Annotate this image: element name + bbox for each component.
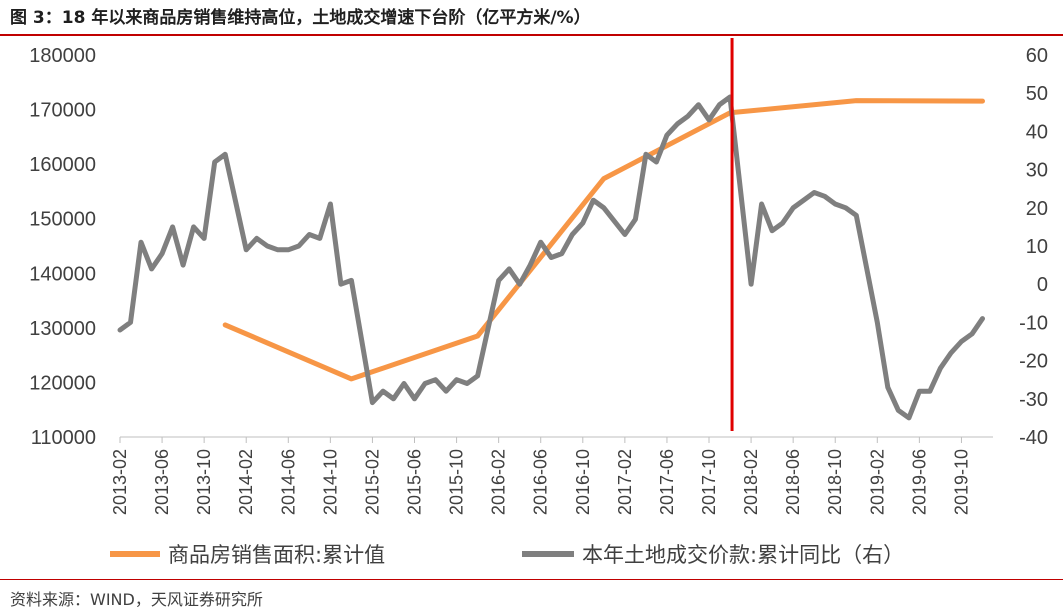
right-y-tick-label: 50 <box>1026 83 1048 105</box>
source-note: 资料来源：WIND，天风证券研究所 <box>10 590 263 609</box>
right-y-axis: 60 50 40 30 20 10 0 -10 -20 -30 -40 <box>1019 45 1048 449</box>
x-tick-label: 2017-02 <box>615 449 635 515</box>
x-tick-label: 2013-10 <box>194 449 214 515</box>
left-y-tick-label: 110000 <box>31 427 96 449</box>
right-y-tick-label: 0 <box>1037 274 1048 296</box>
right-y-tick-label: 10 <box>1026 236 1048 258</box>
x-tick-label: 2019-10 <box>951 449 971 515</box>
x-tick-label: 2016-02 <box>489 449 509 515</box>
x-tick-label: 2016-06 <box>531 449 551 515</box>
x-tick-label: 2014-02 <box>236 449 256 515</box>
right-y-tick-label: -40 <box>1019 427 1048 449</box>
x-tick-label: 2019-06 <box>909 449 929 515</box>
legend: 商品房销售面积:累计值 本年土地成交价款:累计同比（右） <box>110 543 904 567</box>
right-y-tick-label: 60 <box>1026 45 1048 67</box>
left-y-tick-label: 140000 <box>29 263 96 285</box>
x-tick-label: 2016-10 <box>573 449 593 515</box>
x-tick-label: 2015-10 <box>447 449 467 515</box>
x-tick-label: 2015-02 <box>362 449 382 515</box>
left-y-tick-label: 170000 <box>29 100 96 122</box>
right-y-tick-label: 20 <box>1026 198 1048 220</box>
series-layer <box>117 94 985 421</box>
legend-label-area: 商品房销售面积:累计值 <box>168 543 385 567</box>
right-y-tick-label: -20 <box>1019 351 1048 373</box>
x-tick-label: 2018-02 <box>741 449 761 515</box>
x-tick-label: 2013-06 <box>152 449 172 515</box>
right-y-tick-label: 40 <box>1026 121 1048 143</box>
x-tick-label: 2018-10 <box>825 449 845 515</box>
title-rule <box>0 34 1063 36</box>
x-tick-label: 2017-10 <box>699 449 719 515</box>
x-axis: 2013-02 2013-06 2013-10 2014-02 2014-06 2014-… <box>110 436 993 515</box>
left-y-tick-label: 130000 <box>29 318 96 340</box>
left-y-tick-label: 180000 <box>29 45 96 67</box>
x-tick-label: 2015-06 <box>405 449 425 515</box>
series-line-area <box>222 98 985 382</box>
right-y-tick-label: -30 <box>1019 389 1048 411</box>
x-tick-label: 2013-02 <box>110 449 130 515</box>
x-tick-label: 2014-10 <box>320 449 340 515</box>
source-rule <box>0 579 1063 580</box>
right-y-tick-label: 30 <box>1026 160 1048 182</box>
x-tick-label: 2018-06 <box>783 449 803 515</box>
legend-label-land: 本年土地成交价款:累计同比（右） <box>582 543 904 567</box>
x-tick-label: 2019-02 <box>867 449 887 515</box>
left-y-tick-label: 120000 <box>29 372 96 394</box>
x-tick-label: 2014-06 <box>278 449 298 515</box>
left-y-tick-label: 150000 <box>29 209 96 231</box>
x-tick-label: 2017-06 <box>657 449 677 515</box>
right-y-tick-label: -10 <box>1019 312 1048 334</box>
left-y-axis: 110000 120000 130000 140000 150000 160000 1700… <box>29 45 96 449</box>
chart-title: 图 3：18 年以来商品房销售维持高位，土地成交增速下台阶（亿平方米/%） <box>10 8 591 28</box>
left-y-tick-label: 160000 <box>29 154 96 176</box>
